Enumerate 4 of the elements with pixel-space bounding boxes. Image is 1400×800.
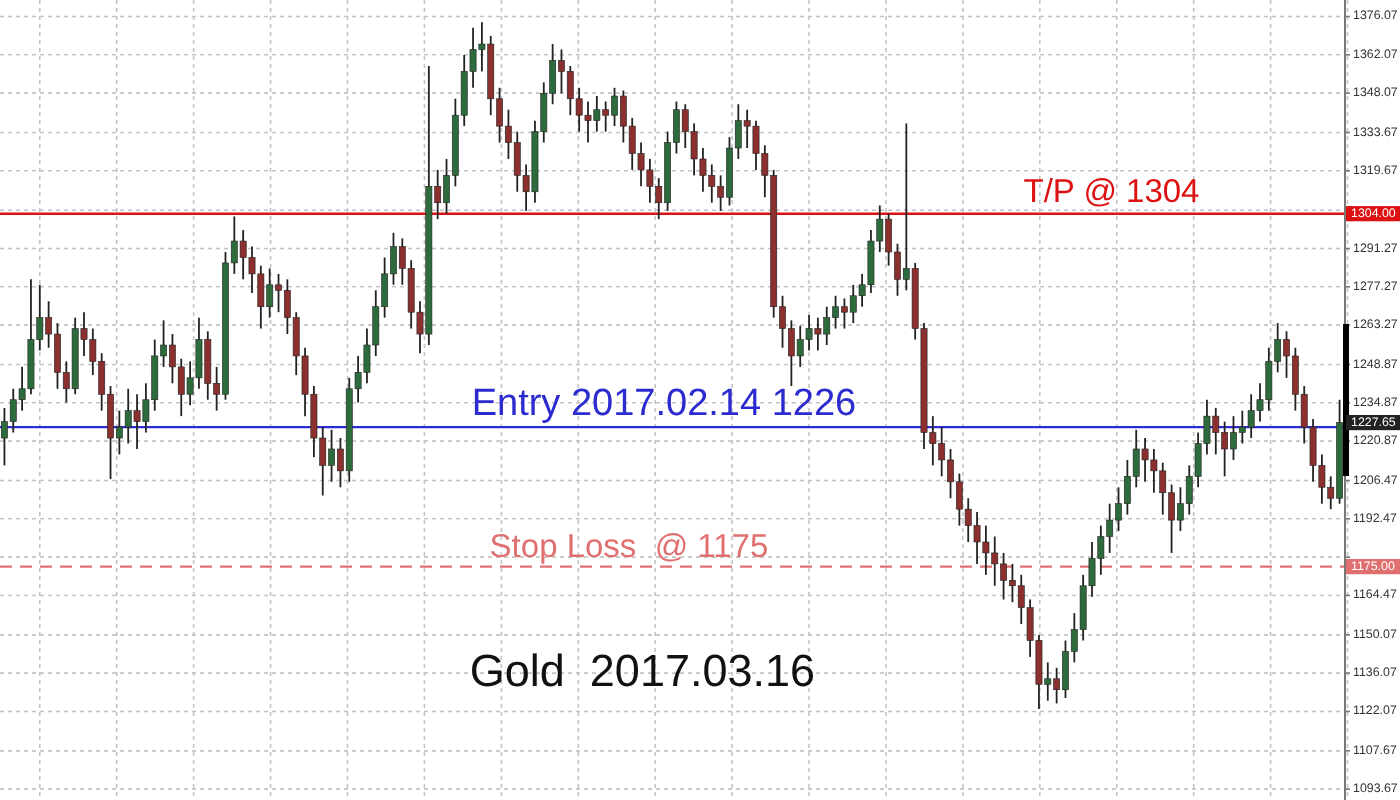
ref-line-label: Stop Loss @ 1175 <box>489 528 769 565</box>
ref-line-label: T/P @ 1304 <box>1023 173 1200 210</box>
ref-line-label: Entry 2017.02.14 1226 <box>471 383 857 426</box>
text: Gold 2017.03.16 <box>469 646 816 696</box>
